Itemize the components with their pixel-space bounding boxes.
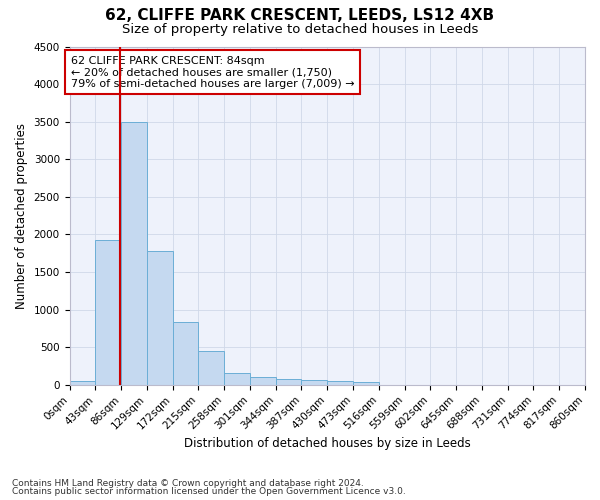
Bar	[147, 251, 173, 385]
Bar	[224, 373, 250, 385]
Bar	[95, 240, 121, 385]
Text: 62, CLIFFE PARK CRESCENT, LEEDS, LS12 4XB: 62, CLIFFE PARK CRESCENT, LEEDS, LS12 4X…	[106, 8, 494, 22]
Bar	[276, 379, 301, 385]
Bar	[70, 381, 95, 385]
Text: Contains public sector information licensed under the Open Government Licence v3: Contains public sector information licen…	[12, 487, 406, 496]
Bar	[121, 122, 147, 385]
Bar	[199, 350, 224, 385]
Bar	[250, 378, 276, 385]
Text: Size of property relative to detached houses in Leeds: Size of property relative to detached ho…	[122, 22, 478, 36]
Bar	[173, 322, 199, 385]
Bar	[327, 381, 353, 385]
Text: 62 CLIFFE PARK CRESCENT: 84sqm
← 20% of detached houses are smaller (1,750)
79% : 62 CLIFFE PARK CRESCENT: 84sqm ← 20% of …	[71, 56, 355, 88]
Bar	[353, 382, 379, 385]
Y-axis label: Number of detached properties: Number of detached properties	[15, 122, 28, 308]
Text: Contains HM Land Registry data © Crown copyright and database right 2024.: Contains HM Land Registry data © Crown c…	[12, 478, 364, 488]
X-axis label: Distribution of detached houses by size in Leeds: Distribution of detached houses by size …	[184, 437, 470, 450]
Bar	[301, 380, 327, 385]
